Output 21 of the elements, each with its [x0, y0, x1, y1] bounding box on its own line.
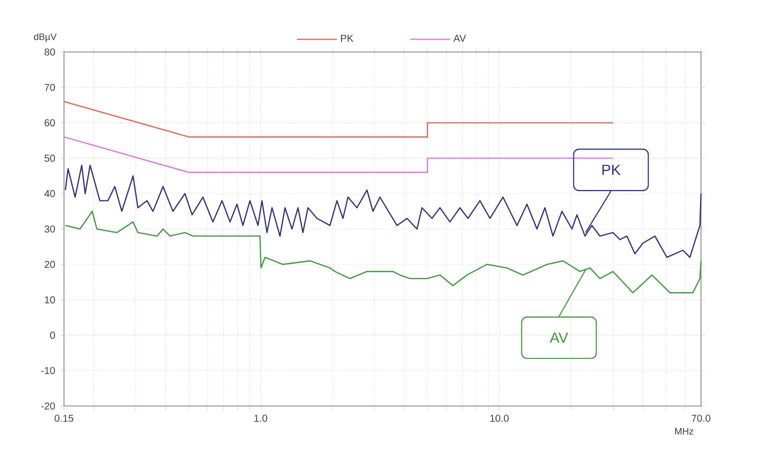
x-tick-label: 1.0: [254, 414, 268, 422]
y-tick-label: 40: [44, 190, 55, 198]
x-tick-label: 70.0: [692, 414, 710, 422]
annotation: AV: [550, 332, 568, 343]
legend-label: AV: [453, 34, 466, 42]
y-tick-label: 0: [50, 332, 55, 339]
x-tick-label: 0.15: [54, 414, 74, 422]
annotation: PK: [602, 164, 621, 175]
y-tick-label: 30: [44, 225, 55, 233]
y-tick-label: -20: [41, 402, 55, 410]
y-tick-label: 60: [44, 119, 55, 126]
y-tick-label: 20: [44, 260, 55, 268]
x-tick-label: 10.0: [490, 414, 509, 422]
y-tick-label: 80: [44, 48, 55, 56]
legend-label: PK: [341, 34, 354, 42]
y-tick-label: 50: [44, 154, 55, 162]
y-tick-label: -10: [41, 367, 55, 374]
x-axis-title: MHz: [675, 428, 694, 434]
y-tick-label: 70: [44, 84, 55, 91]
y-tick-label: 10: [44, 296, 55, 304]
y-axis-title: dBµV: [34, 33, 57, 42]
